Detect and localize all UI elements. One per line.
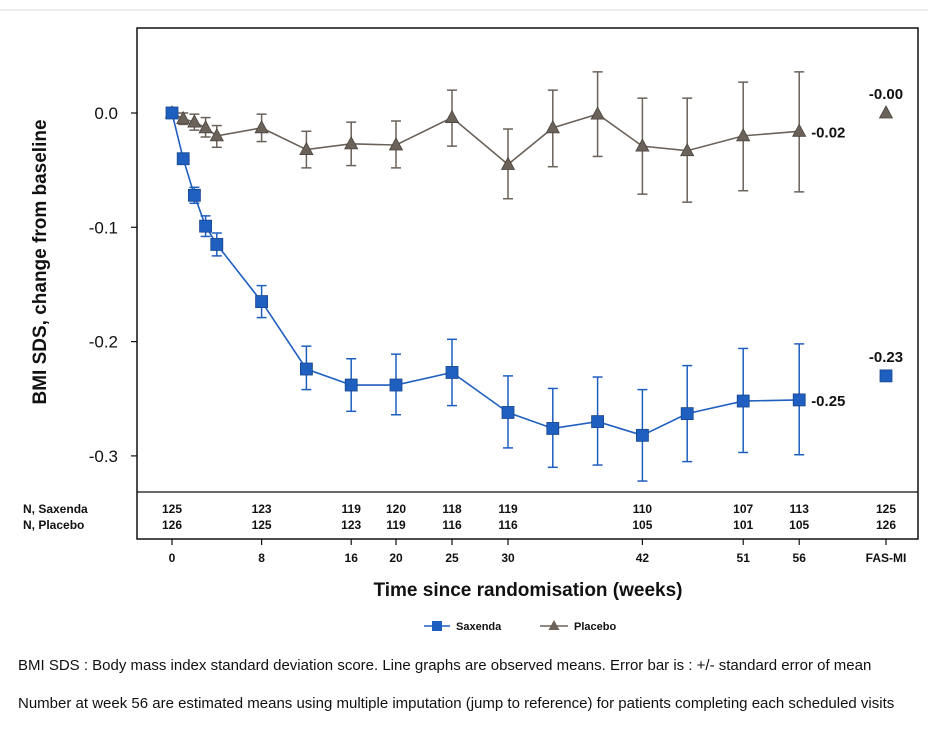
saxenda-point [210, 238, 224, 251]
x-tick-label: 0 [169, 551, 176, 565]
n-value: 116 [442, 518, 462, 532]
y-tick-label: 0.0 [94, 104, 118, 123]
placebo-fas-mi-point [878, 105, 894, 119]
x-tick-label: 30 [501, 551, 515, 565]
y-tick-label: -0.1 [89, 218, 118, 237]
placebo-line [171, 112, 800, 166]
placebo-point [254, 120, 269, 134]
x-tick-label: 25 [445, 551, 459, 565]
saxenda-line [171, 112, 800, 437]
n-value: 123 [341, 518, 361, 532]
placebo-point [736, 128, 751, 142]
legend: Saxenda Placebo [424, 620, 616, 633]
saxenda-end-label: -0.25 [811, 393, 845, 410]
n-value: 101 [733, 518, 753, 532]
saxenda-point [199, 219, 213, 233]
saxenda-fas-mi-label: -0.23 [869, 349, 903, 366]
n-value: 105 [789, 518, 809, 532]
placebo-end-label: -0.02 [811, 124, 845, 141]
x-tick-label: 8 [258, 551, 265, 565]
saxenda-point [389, 378, 403, 392]
x-tick-label: FAS-MI [866, 551, 907, 565]
end-value-labels: -0.02 -0.00 -0.25 -0.23 [811, 86, 903, 410]
x-tick-label: 16 [345, 551, 359, 565]
saxenda-point [636, 428, 649, 442]
n-value: 125 [162, 502, 182, 516]
saxenda-point [165, 106, 179, 120]
placebo-point [187, 114, 202, 128]
saxenda-point [344, 378, 358, 392]
n-value: 126 [876, 518, 896, 532]
n-value: 110 [633, 502, 653, 516]
y-axis: 0.0 -0.1 -0.2 -0.3 [89, 104, 137, 466]
placebo-point [299, 141, 314, 155]
footnote-definition: BMI SDS : Body mass index standard devia… [18, 657, 872, 674]
n-value: 123 [252, 502, 272, 516]
placebo-point [500, 156, 516, 170]
n-value: 120 [386, 502, 406, 516]
x-tick-label: 56 [793, 551, 807, 565]
legend-marker-saxenda [432, 621, 442, 631]
legend-marker-placebo [548, 620, 560, 630]
n-at-risk-table: N, Saxenda 125 123 119 120 118 119 110 107 113 125… [23, 502, 896, 532]
x-tick-label: 42 [636, 551, 650, 565]
placebo-point [444, 109, 460, 123]
saxenda-fas-mi-point [879, 369, 893, 383]
placebo-point [209, 128, 224, 142]
y-axis-label: BMI SDS, change from baseline [30, 119, 51, 404]
x-tick-label: 20 [389, 551, 403, 565]
placebo-fas-mi-label: -0.00 [869, 86, 903, 103]
n-row-label: N, Placebo [23, 518, 84, 532]
legend-label-saxenda: Saxenda [456, 621, 502, 633]
legend-label-placebo: Placebo [574, 621, 616, 633]
saxenda-point [299, 362, 313, 376]
y-tick-label: -0.2 [89, 333, 118, 352]
n-value: 113 [790, 502, 810, 516]
footnote-imputation: Number at week 56 are estimated means us… [18, 695, 895, 712]
n-value: 116 [498, 518, 518, 532]
n-value: 118 [442, 502, 462, 516]
saxenda-point [176, 152, 190, 166]
saxenda-point [546, 422, 560, 435]
placebo-point [545, 120, 560, 134]
saxenda-point [591, 415, 604, 429]
saxenda-point [736, 394, 750, 408]
n-value: 105 [632, 518, 652, 532]
n-row-label: N, Saxenda [23, 502, 88, 516]
n-value: 126 [162, 518, 182, 532]
placebo-point [635, 138, 650, 152]
placebo-point [198, 120, 213, 134]
series-markers [164, 105, 894, 442]
n-value: 119 [386, 518, 406, 532]
n-value: 119 [342, 502, 362, 516]
saxenda-point [501, 406, 515, 419]
plot-frame [136, 27, 919, 540]
n-value: 107 [733, 502, 753, 516]
y-tick-label: -0.3 [89, 447, 118, 466]
placebo-point [388, 137, 404, 151]
placebo-point [176, 110, 191, 125]
x-axis-label: Time since randomisation (weeks) [373, 580, 682, 601]
n-value: 125 [252, 518, 272, 532]
n-value: 125 [876, 502, 896, 516]
saxenda-point [255, 295, 269, 308]
series-lines [171, 112, 800, 437]
saxenda-point [792, 393, 806, 407]
placebo-point [344, 136, 359, 150]
placebo-point [792, 123, 807, 137]
saxenda-point [187, 188, 201, 202]
saxenda-point [680, 407, 694, 421]
placebo-point [590, 106, 605, 120]
placebo-point [680, 142, 695, 157]
n-value: 119 [498, 502, 518, 516]
x-axis: 0 8 16 20 25 30 42 51 56 FAS-MI [169, 539, 907, 565]
saxenda-point [445, 366, 459, 379]
x-tick-label: 51 [737, 551, 751, 565]
